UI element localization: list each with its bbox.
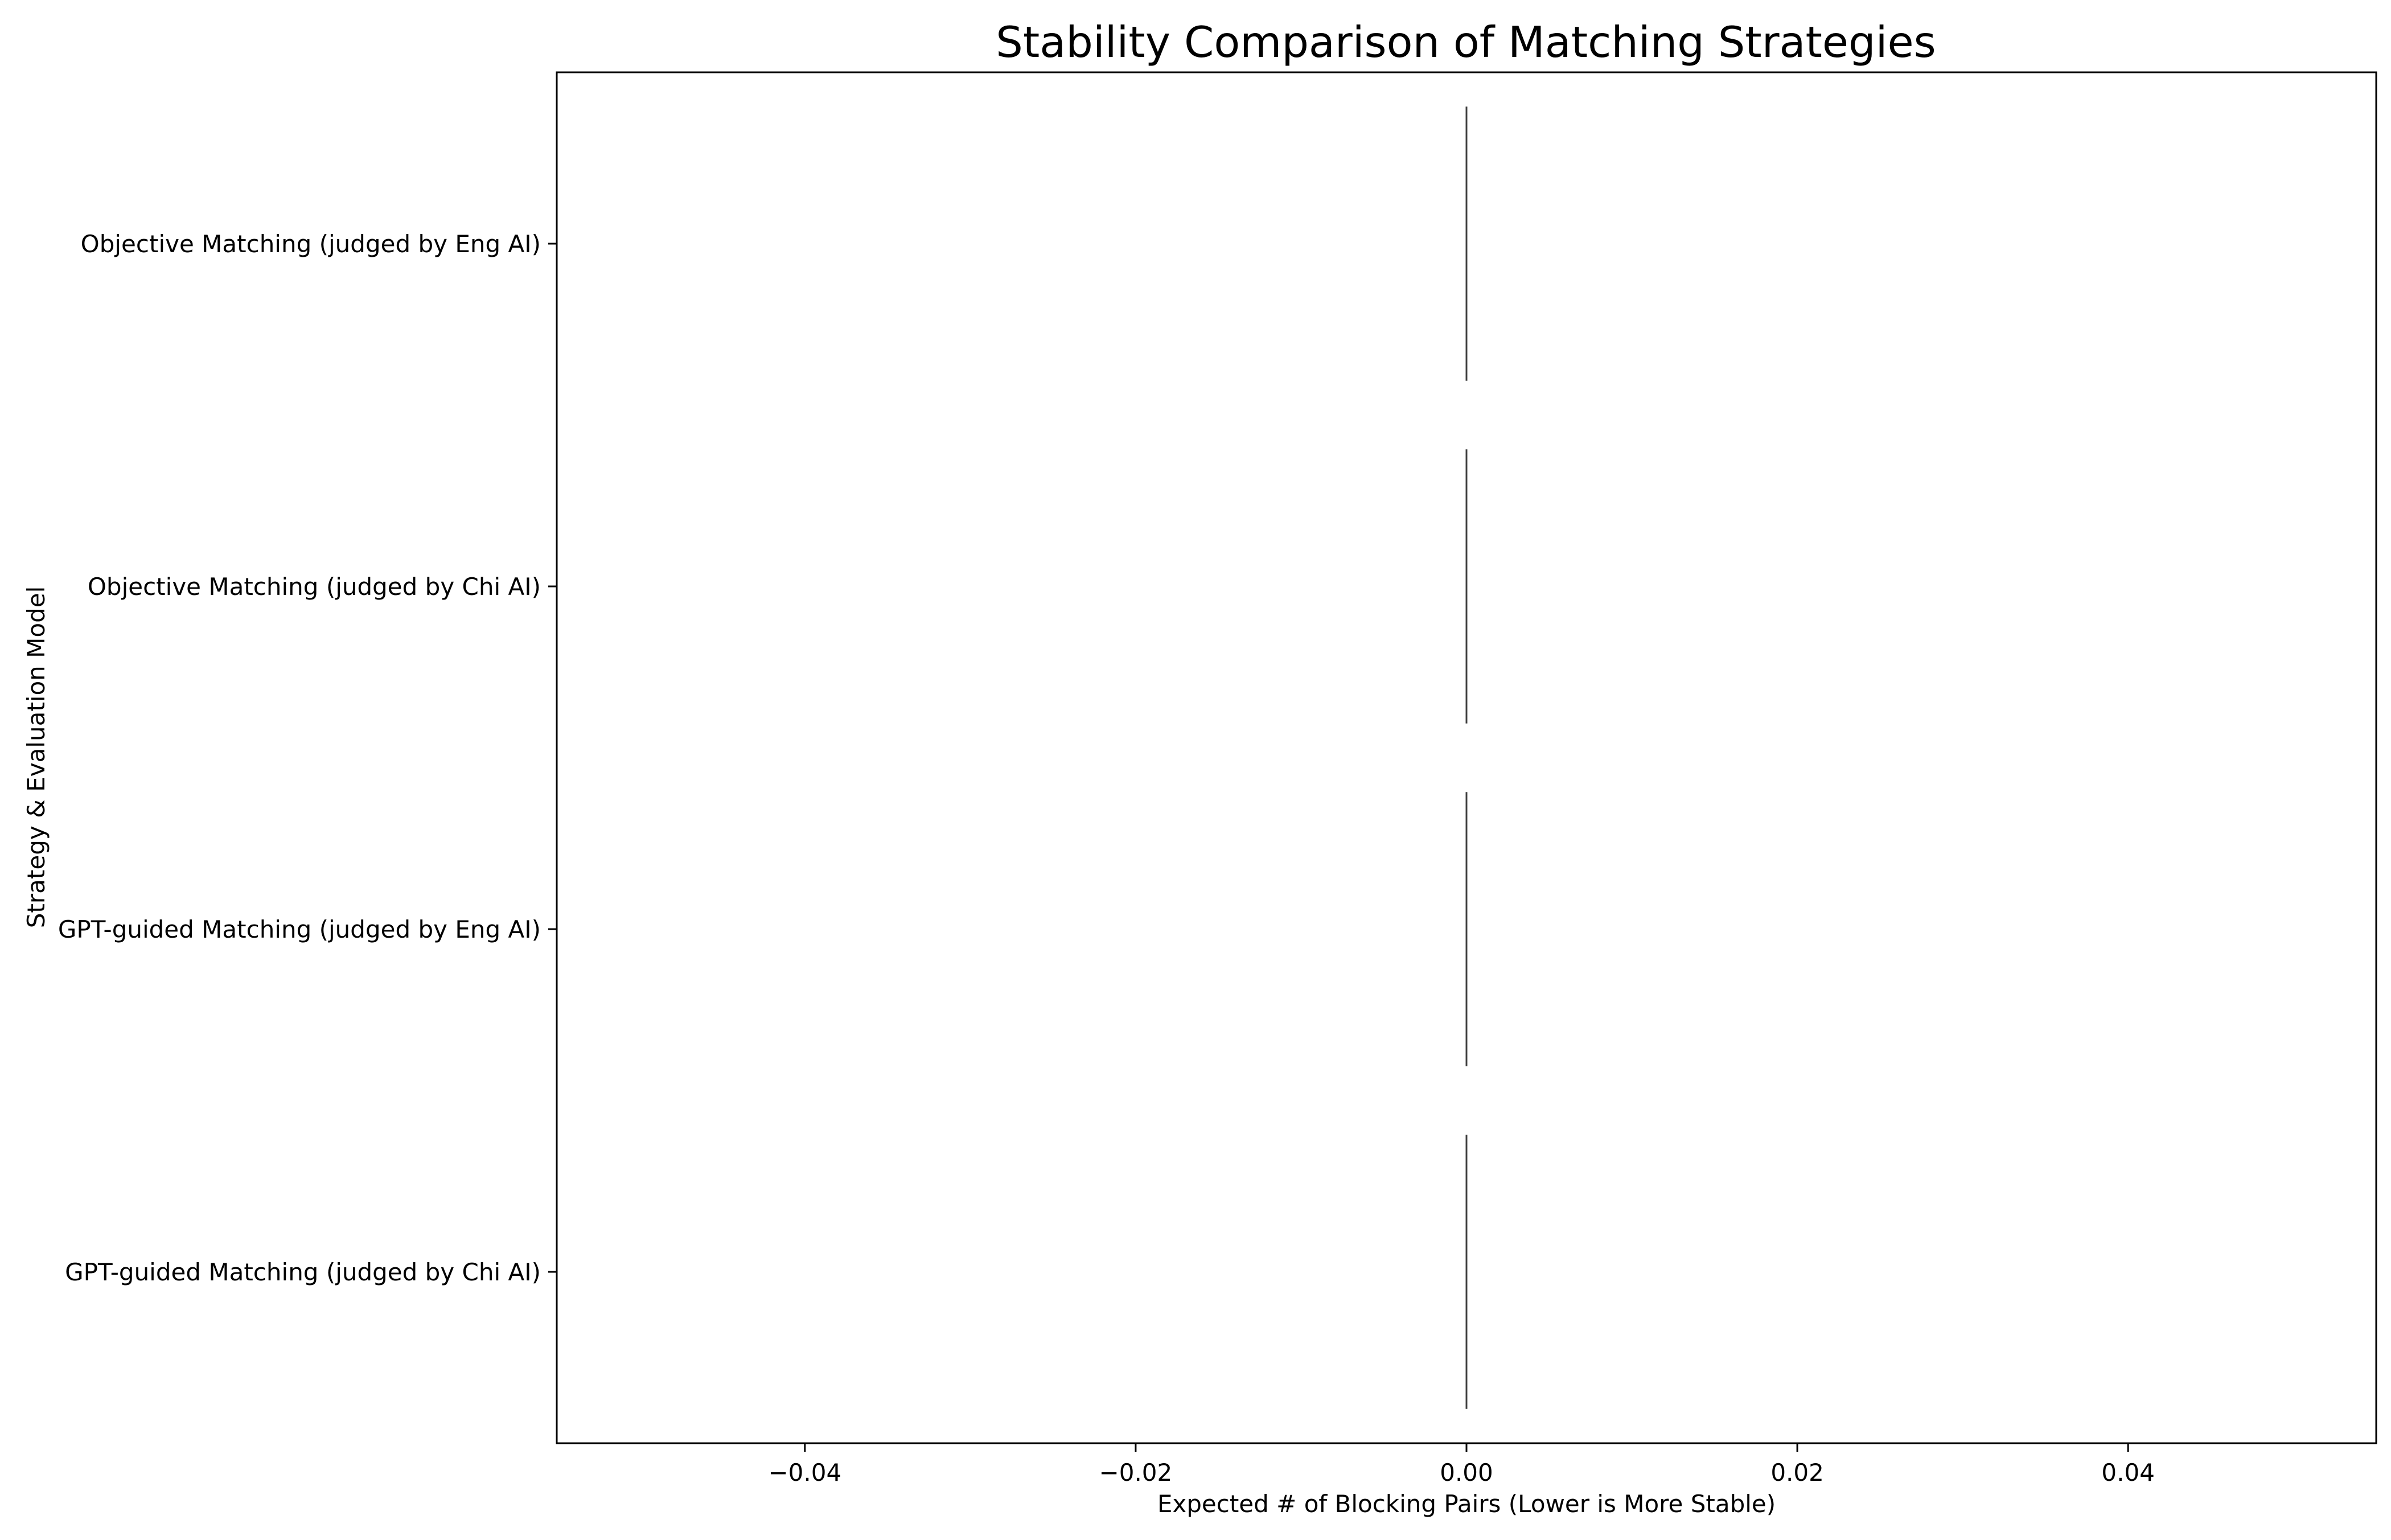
x-ticks-layer: −0.04 −0.02 0.00 0.02 0.04: [768, 1443, 2155, 1486]
y-tick-label: Objective Matching (judged by Chi AI): [88, 573, 541, 601]
y-tick-label: Objective Matching (judged by Eng AI): [81, 230, 541, 258]
x-tick-label: 0.04: [2101, 1459, 2155, 1486]
y-tick-label: GPT-guided Matching (judged by Eng AI): [58, 915, 541, 943]
x-tick-label: 0.00: [1440, 1459, 1493, 1486]
chart-title: Stability Comparison of Matching Strateg…: [996, 17, 1936, 67]
y-axis-label: Strategy & Evaluation Model: [22, 586, 50, 928]
x-axis-label: Expected # of Blocking Pairs (Lower is M…: [1157, 1490, 1776, 1518]
x-tick-label: 0.02: [1770, 1459, 1824, 1486]
y-ticks-layer: Objective Matching (judged by Eng AI) Obj…: [58, 230, 557, 1286]
x-tick-label: −0.04: [768, 1459, 841, 1486]
y-tick-label: GPT-guided Matching (judged by Chi AI): [65, 1258, 541, 1286]
x-tick-label: −0.02: [1099, 1459, 1173, 1486]
